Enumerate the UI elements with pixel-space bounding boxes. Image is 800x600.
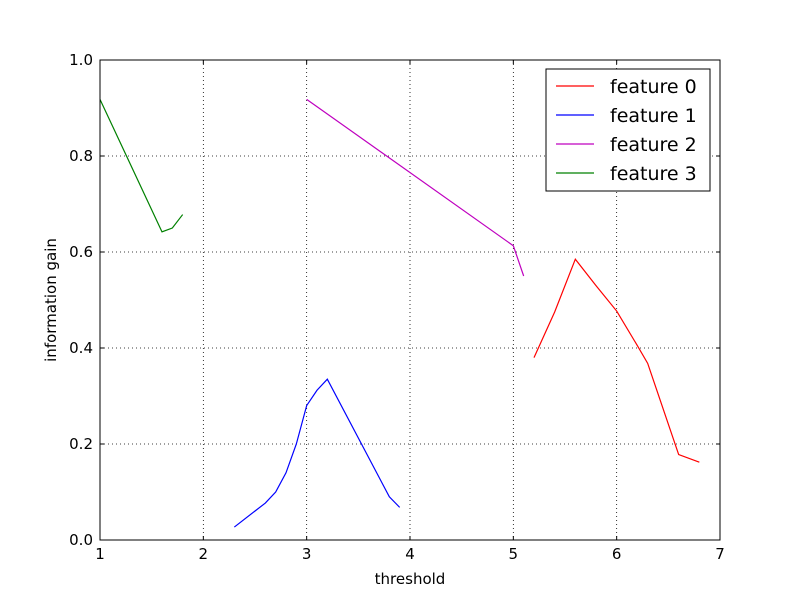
legend-label: feature 1 xyxy=(610,105,697,127)
axis-ticks: 1 2 3 4 5 6 7 0.0 0.2 0.4 0.6 0.8 1.0 xyxy=(69,51,725,563)
x-tick-label: 6 xyxy=(612,545,622,563)
legend-box xyxy=(545,68,711,192)
legend-label: feature 2 xyxy=(610,134,697,156)
legend: feature 0 feature 1 feature 2 feature 3 xyxy=(545,68,711,192)
legend-label: feature 0 xyxy=(610,76,697,98)
y-tick-label: 0.8 xyxy=(69,147,93,165)
x-tick-label: 7 xyxy=(715,545,725,563)
legend-label: feature 3 xyxy=(610,163,697,185)
series-lines xyxy=(99,98,700,528)
x-tick-label: 4 xyxy=(405,545,415,563)
series-line-feature-1 xyxy=(233,378,401,528)
y-axis-label: information gain xyxy=(42,238,60,362)
y-tick-label: 0.4 xyxy=(69,339,93,357)
x-tick-label: 5 xyxy=(509,545,519,563)
y-tick-label: 0.2 xyxy=(69,435,93,453)
x-tick-label: 2 xyxy=(199,545,209,563)
x-tick-label: 3 xyxy=(302,545,312,563)
series-line-feature-0 xyxy=(533,258,700,463)
x-tick-label: 1 xyxy=(95,545,105,563)
series-line-feature-2 xyxy=(306,98,525,277)
y-tick-label: 0.6 xyxy=(69,243,93,261)
series-line-feature-3 xyxy=(99,99,184,233)
y-tick-label: 0.0 xyxy=(69,531,93,549)
y-tick-label: 1.0 xyxy=(69,51,93,69)
x-axis-label: threshold xyxy=(375,570,446,588)
